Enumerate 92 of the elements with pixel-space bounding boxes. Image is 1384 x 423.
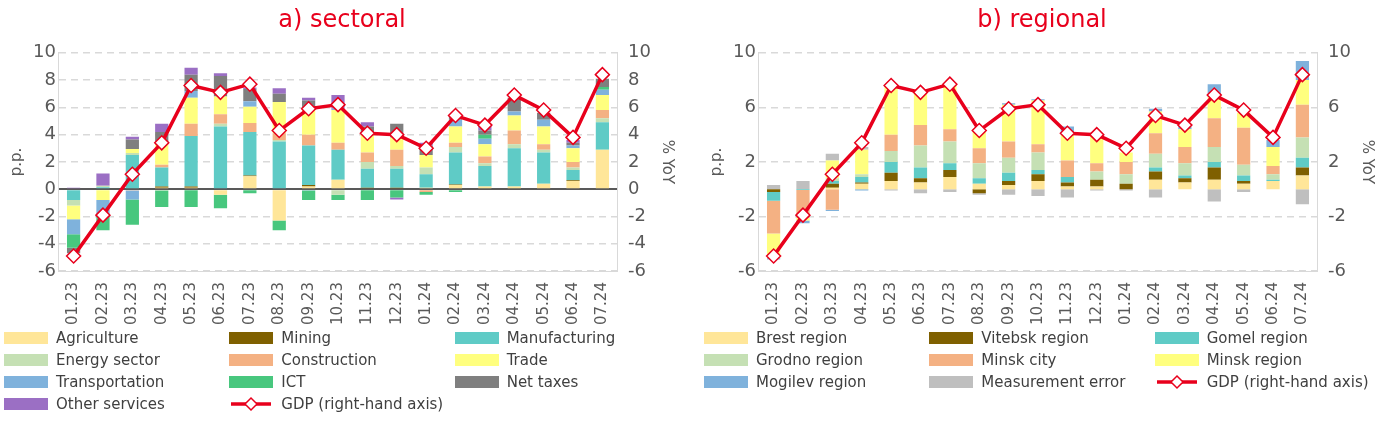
x-tick-label: 03.24 (474, 282, 493, 326)
x-tick-label: 04.24 (504, 282, 523, 326)
x-tick-label: 07.24 (1292, 282, 1311, 326)
y-tick-label: 2 (44, 149, 56, 171)
x-tick-label: 12.23 (386, 282, 405, 326)
y-tick-label: 10 (733, 40, 756, 62)
legend-label: Gomel region (1206, 329, 1308, 347)
legend-label: GDP (right-hand axis) (281, 395, 444, 413)
legend-label: Transportation (56, 373, 165, 391)
y2-axis-title: % YoY (1359, 139, 1378, 186)
y-axis-title: p.p. (6, 147, 25, 177)
x-tick-label: 12.23 (1086, 282, 1105, 326)
legend-label: GDP (right-hand axis) (1206, 373, 1369, 391)
y2-tick-label: -2 (1328, 204, 1347, 226)
x-tick-label: 08.23 (969, 282, 988, 326)
y-tick-label: 8 (44, 67, 56, 89)
x-tick-label: 04.23 (851, 282, 870, 326)
legend-label: Minsk region (1206, 351, 1302, 369)
x-tick-label: 05.23 (881, 282, 899, 326)
x-tick-label: 02.23 (792, 282, 811, 326)
legend-label: Mining (281, 329, 332, 347)
x-tick-label: 07.24 (592, 282, 611, 326)
x-tick-label: 03.23 (822, 282, 841, 326)
y-tick-label: -6 (37, 258, 56, 280)
x-tick-label: 04.23 (151, 282, 170, 326)
x-tick-label: 06.23 (910, 282, 929, 326)
legend-label: Minsk city (981, 351, 1057, 369)
x-tick-label: 05.24 (1233, 282, 1252, 326)
y-tick-label: 2 (744, 149, 756, 171)
legend-label: Trade (506, 351, 548, 369)
x-tick-label: 07.23 (239, 282, 258, 326)
y2-tick-label: 0 (628, 176, 640, 198)
y2-tick-label: 10 (1328, 40, 1351, 62)
x-tick-label: 09.23 (298, 282, 317, 326)
x-tick-label: 03.23 (122, 282, 141, 326)
legend-label: Grodno region (756, 351, 864, 369)
x-tick-label: 08.23 (269, 282, 288, 326)
legend-label: Measurement error (981, 373, 1126, 391)
legend-label: Vitebsk region (981, 329, 1089, 347)
x-tick-label: 06.24 (562, 282, 581, 326)
y2-tick-label: -6 (628, 258, 647, 280)
legend-label: Other services (56, 395, 165, 413)
y-tick-label: 6 (744, 95, 756, 117)
y2-tick-label: 10 (628, 40, 651, 62)
legend-label: Agriculture (56, 329, 139, 347)
y-tick-label: 10 (33, 40, 56, 62)
x-tick-label: 07.23 (939, 282, 958, 326)
x-tick-label: 02.24 (1145, 282, 1164, 326)
y2-tick-label: 2 (1328, 149, 1340, 171)
x-tick-label: 04.24 (1204, 282, 1223, 326)
y2-tick-label: 8 (628, 67, 640, 89)
x-tick-label: 11.23 (1057, 282, 1076, 326)
y-axis-title: p.p. (706, 147, 725, 177)
y-tick-label: 0 (44, 176, 56, 198)
x-tick-label: 02.24 (445, 282, 464, 326)
x-tick-label: 01.23 (763, 282, 782, 326)
y2-tick-label: -2 (628, 204, 647, 226)
y-tick-label: 6 (44, 95, 56, 117)
y-tick-label: -4 (37, 231, 56, 253)
x-tick-label: 01.24 (1116, 282, 1135, 326)
y2-tick-label: -4 (628, 231, 647, 253)
y-tick-label: -2 (737, 204, 756, 226)
chart-title: b) regional (977, 4, 1107, 33)
y2-axis-title: % YoY (659, 139, 678, 186)
x-tick-label: 06.24 (1262, 282, 1281, 326)
chart-title: a) sectoral (278, 4, 406, 33)
y2-tick-label: 6 (1328, 95, 1340, 117)
legend-label: Manufacturing (506, 329, 616, 347)
y2-tick-label: 2 (628, 149, 640, 171)
x-tick-label: 01.24 (416, 282, 435, 326)
y-tick-label: -6 (737, 258, 756, 280)
x-tick-label: 09.23 (998, 282, 1017, 326)
x-tick-label: 01.23 (63, 282, 82, 326)
x-tick-label: 02.23 (92, 282, 111, 326)
x-tick-label: 06.23 (210, 282, 229, 326)
y-tick-label: 4 (44, 122, 56, 144)
legend-label: Net taxes (506, 373, 579, 391)
x-tick-label: 05.24 (533, 282, 552, 326)
y2-tick-label: -6 (1328, 258, 1347, 280)
x-tick-label: 03.24 (1174, 282, 1193, 326)
x-tick-label: 11.23 (357, 282, 376, 326)
y-tick-label: -2 (37, 204, 56, 226)
x-tick-label: 10.23 (327, 282, 346, 326)
legend-label: ICT (281, 373, 306, 391)
legend-label: Mogilev region (756, 373, 867, 391)
legend-label: Construction (281, 351, 377, 369)
x-tick-label: 05.23 (181, 282, 199, 326)
x-tick-label: 10.23 (1027, 282, 1046, 326)
legend-label: Energy sector (56, 351, 160, 369)
legend-label: Brest region (756, 329, 848, 347)
y2-tick-label: 4 (628, 122, 640, 144)
y2-tick-label: 6 (628, 95, 640, 117)
